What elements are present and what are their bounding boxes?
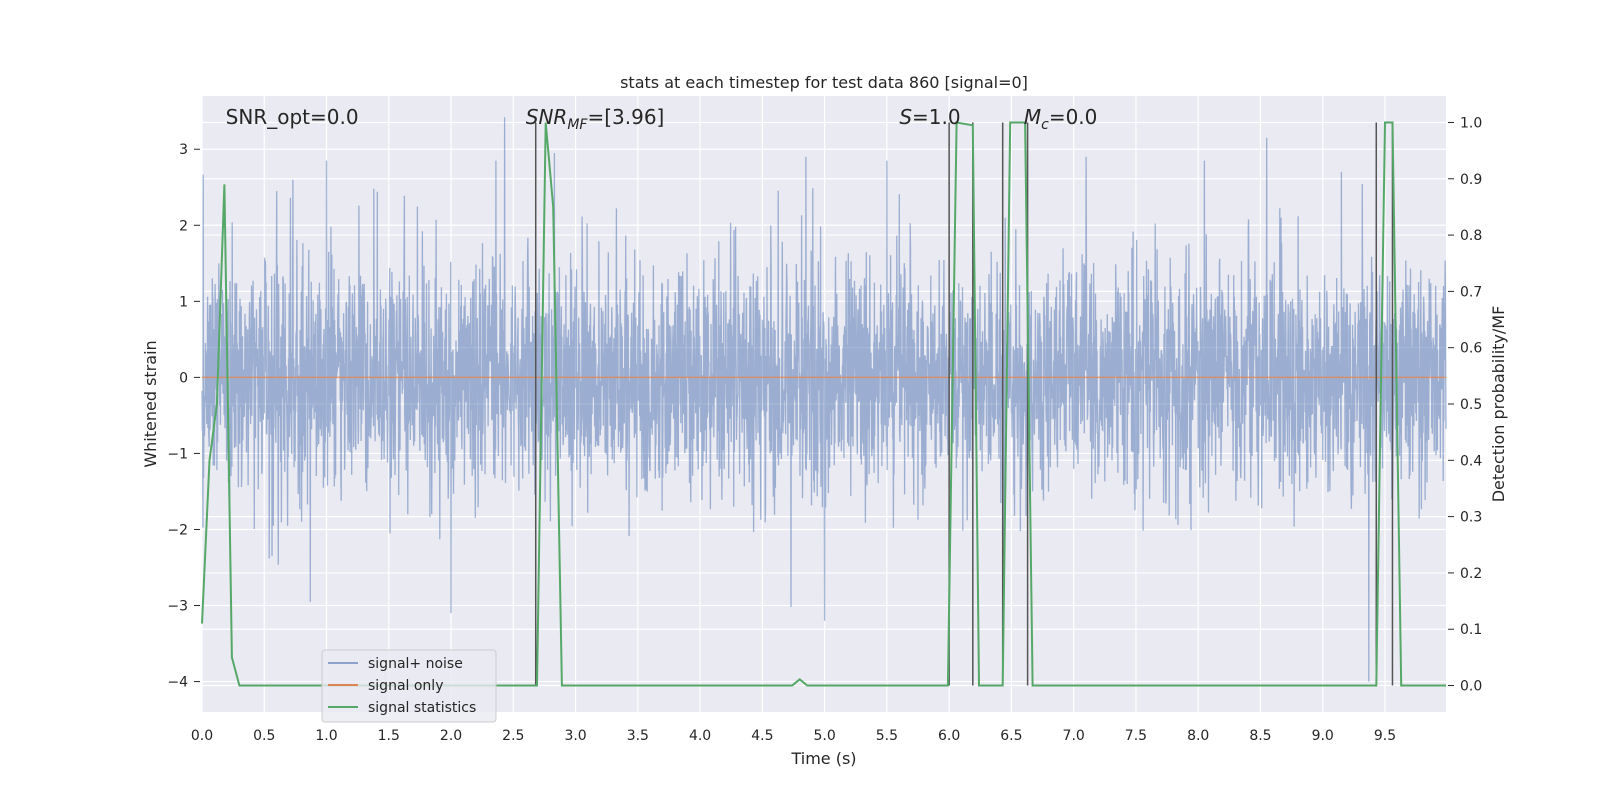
y2-tick-label: 1.0 [1460,115,1482,131]
x-tick-labels: 0.0 0.5 1.0 1.5 2.0 2.5 3.0 3.5 4.0 4.5 5.0 5.5 6.0 6… [191,728,1396,744]
noise-series [201,117,1447,682]
x-tick-label: 7.5 [1125,728,1147,744]
x-tick-label: 1.5 [378,728,400,744]
x-tick-label: 5.0 [813,728,835,744]
legend-label-signal-only: signal only [368,678,443,694]
y2-tick-label: 0.0 [1460,679,1482,695]
x-tick-label: 1.0 [315,728,337,744]
y-tick-label: −4 [167,675,188,691]
y2-tick-label: 0.2 [1460,566,1482,582]
annotation-mc: Mc=0.0 [1024,105,1098,133]
signal-statistics-series [201,121,1446,687]
y2-tick-label: 0.7 [1460,284,1482,300]
y-tick-label: −3 [167,599,188,615]
y2-tick-label: 0.6 [1460,341,1482,357]
x-tick-label: 4.0 [689,728,711,744]
legend-box [321,649,497,723]
y2-tick-label: 0.1 [1460,622,1482,638]
annotation-snr-opt: SNR_opt=0.0 [226,105,359,129]
legend-label-statistics: signal statistics [368,700,476,716]
y-tick-label: 1 [179,294,188,310]
x-tick-label: 2.0 [440,728,462,744]
x-tick-label: 8.0 [1187,728,1209,744]
x-axis-title: Time (s) [790,749,856,768]
annotations: SNR_opt=0.0 SNRMF=[3.96] S=1.0 Mc=0.0 [226,105,1098,133]
x-tick-label: 4.5 [751,728,773,744]
x-tick-label: 0.5 [253,728,275,744]
y-tick-label: 2 [179,218,188,234]
x-tick-label: 2.5 [502,728,524,744]
x-tick-label: 3.0 [564,728,586,744]
y2-tick-label: 0.9 [1460,172,1482,188]
x-tick-label: 6.5 [1000,728,1022,744]
annotation-s-stat: S=1.0 [899,105,960,129]
y2-axis-title: Detection probability/MF [1489,306,1508,503]
x-tick-label: 9.5 [1374,728,1396,744]
y-tick-labels: −4 −3 −2 −1 0 1 2 3 [167,142,200,691]
annotation-snr-mf: SNRMF=[3.96] [526,105,665,133]
y2-tick-label: 0.5 [1460,397,1482,413]
x-tick-label: 5.5 [876,728,898,744]
x-tick-label: 3.5 [627,728,649,744]
statistics-line [201,121,1446,687]
x-tick-label: 7.0 [1063,728,1085,744]
chart-title: stats at each timestep for test data 860… [620,73,1028,92]
y-tick-label: 3 [179,142,188,158]
x-tick-label: 6.0 [938,728,960,744]
x-tick-label: 8.5 [1249,728,1271,744]
y-tick-label: −2 [167,522,188,538]
y-tick-label: −1 [167,446,188,462]
y2-tick-labels: 0.0 0.1 0.2 0.3 0.4 0.5 0.6 0.7 0.8 0.9 1.0 [1448,115,1482,695]
y2-tick-label: 0.4 [1460,453,1482,469]
x-tick-label: 9.0 [1312,728,1334,744]
y-tick-label: 0 [179,370,188,386]
legend-label-noise: signal+ noise [368,656,463,672]
y2-tick-label: 0.3 [1460,510,1482,526]
x-tick-label: 0.0 [191,728,213,744]
y-axis-title: Whitened strain [141,340,160,467]
y2-tick-label: 0.8 [1460,228,1482,244]
noise-line [201,117,1447,682]
legend: signal+ noise signal only signal statist… [321,649,497,723]
